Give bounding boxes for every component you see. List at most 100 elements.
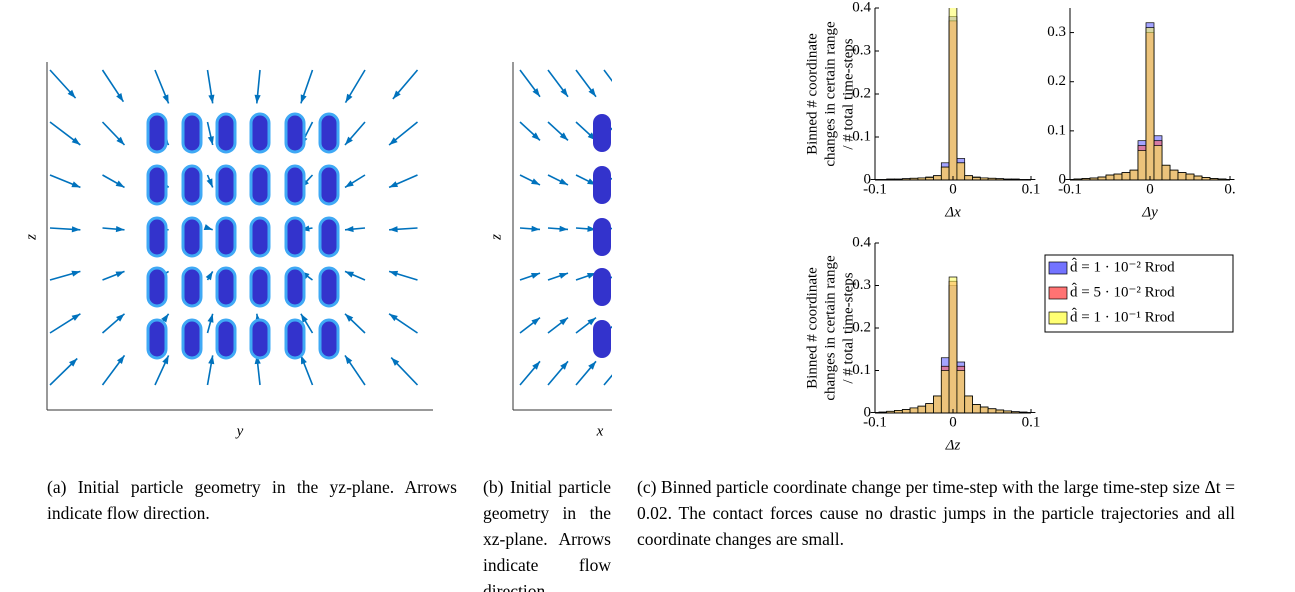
caption: (b) Initial particle geometry in the xz-…	[483, 477, 611, 592]
x-axis-label: y	[235, 423, 244, 439]
arrow-head	[389, 270, 399, 277]
legend: d̂ = 1 · 10⁻² Rrod d̂ = 5 · 10⁻² Rrod d̂ =…	[1044, 254, 1234, 333]
arrow-head	[345, 313, 354, 322]
y-axis-label: Binned # coordinate	[804, 267, 820, 389]
plot-area	[1065, 22, 1235, 180]
particle	[284, 112, 306, 154]
particle	[284, 318, 306, 360]
arrow-head	[532, 88, 540, 97]
y-tick-label: 0.4	[852, 234, 871, 250]
y-tick-label: 0.2	[1047, 73, 1066, 89]
arrow-head	[345, 180, 354, 188]
particle	[249, 318, 271, 360]
particle	[318, 266, 340, 308]
histogram-bar	[933, 395, 942, 413]
y-axis-label: z	[488, 234, 504, 241]
arrow-head	[616, 132, 624, 140]
legend-swatch	[1048, 286, 1068, 300]
histogram-bar	[1145, 27, 1155, 180]
arrow-head	[531, 317, 540, 326]
arrow-head	[389, 313, 398, 322]
particle	[249, 216, 271, 258]
arrow-head	[531, 225, 540, 232]
arrow-head	[615, 273, 624, 279]
arrow-head	[345, 136, 353, 145]
histogram-bar	[940, 370, 950, 413]
particle	[181, 164, 203, 206]
arrow-head	[531, 178, 540, 185]
arrow-head	[391, 357, 400, 366]
histogram-bar	[1137, 150, 1147, 180]
y-axis-label: / # total time-steps	[840, 272, 856, 383]
arrow-head	[116, 313, 125, 322]
legend-label: d̂ = 1 · 10⁻² Rrod	[1070, 258, 1175, 276]
panel-b	[512, 62, 624, 411]
histogram-bar	[1113, 173, 1123, 180]
x-axis-label: Δx	[944, 204, 961, 220]
particle	[215, 112, 237, 154]
arrow-head	[116, 355, 125, 365]
caption: (a) Initial particle geometry in the yz-…	[47, 477, 457, 523]
arrow-head	[71, 137, 81, 145]
y-axis-label: changes in certain range	[822, 21, 838, 167]
flow-arrow	[603, 69, 612, 83]
particle	[181, 318, 203, 360]
histogram-bar	[1153, 145, 1163, 180]
arrow-head	[615, 318, 624, 326]
y-tick-label: 0.4	[852, 0, 871, 15]
histogram-bar	[933, 175, 942, 180]
particle	[318, 112, 340, 154]
histogram-bar	[948, 8, 958, 180]
particle	[181, 216, 203, 258]
y-axis-label: changes in certain range	[822, 255, 838, 401]
y-tick-label: 0.2	[852, 85, 871, 101]
arrow-head	[615, 178, 624, 185]
particle	[593, 114, 611, 152]
arrow-head	[208, 94, 215, 104]
arrow-head	[116, 136, 125, 145]
y-tick-label: 0	[864, 404, 872, 420]
x-tick-label: 0.1	[1022, 414, 1041, 430]
y-tick-label: 0	[864, 171, 872, 187]
plot-area	[870, 276, 1036, 413]
arrow-head	[531, 132, 540, 141]
histogram-bar	[1161, 164, 1171, 180]
arrow-head	[254, 94, 261, 104]
arrow-head	[71, 181, 81, 188]
particle	[181, 112, 203, 154]
particle	[215, 216, 237, 258]
arrow-head	[205, 271, 213, 281]
arrow-head	[116, 92, 124, 102]
arrow-head	[162, 355, 169, 365]
particle	[593, 166, 611, 204]
particle	[318, 164, 340, 206]
x-axis-label: Δz	[945, 437, 961, 453]
y-tick-label: 0.3	[852, 277, 871, 293]
y-tick-label: 0.1	[1047, 122, 1066, 138]
histogram-bar	[1177, 172, 1187, 180]
arrow-head	[69, 358, 78, 367]
histogram-bar	[972, 404, 981, 413]
y-tick-label: 0.2	[852, 319, 871, 335]
particle	[593, 218, 611, 256]
particle	[146, 266, 168, 308]
arrow-head	[300, 355, 307, 365]
x-tick-label: 0	[1146, 181, 1154, 197]
histogram-bar	[964, 175, 973, 180]
arrow-head	[559, 272, 568, 279]
arrow-head	[615, 226, 624, 232]
arrow-head	[208, 355, 215, 365]
x-tick-label: 0.	[1224, 181, 1235, 197]
particle	[249, 164, 271, 206]
particle	[284, 216, 306, 258]
arrow-head	[345, 225, 354, 233]
x-axis-label: Δy	[1141, 204, 1158, 220]
histogram-bar	[917, 405, 927, 413]
arrow-head	[207, 136, 214, 145]
arrow-head	[206, 178, 213, 188]
y-tick-label: 0.3	[1047, 24, 1066, 40]
arrow-head	[207, 313, 214, 323]
histogram-bar	[925, 403, 934, 413]
particle	[146, 164, 168, 206]
